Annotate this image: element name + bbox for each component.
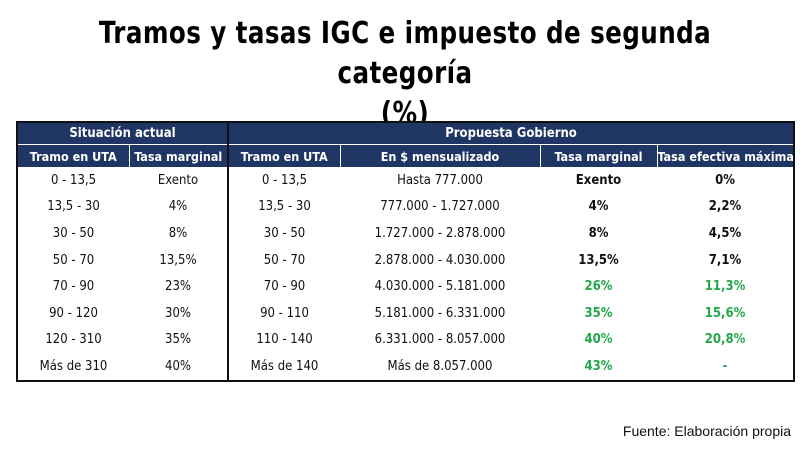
- table-row: Más de 310 40% Más de 140 Más de 8.057.000 4…: [17, 353, 794, 381]
- table-cell: 90 - 120: [49, 305, 98, 321]
- table-cell: 26%: [584, 279, 613, 295]
- table-cell: 2,2%: [708, 199, 742, 215]
- table-cell: Exento: [129, 167, 229, 194]
- table-cell: Exento: [575, 172, 622, 188]
- table-cell: 8%: [588, 225, 609, 241]
- table-cell: 90 - 110: [260, 305, 309, 321]
- table-cell: 13,5 - 30: [258, 199, 311, 215]
- table-row: 13,5 - 30 4% 13,5 - 30 777.000 - 1.727.000 4…: [17, 193, 794, 221]
- title-line-1: Tramos y tasas IGC e impuesto de segunda…: [98, 16, 712, 91]
- table-cell: 70 - 90: [263, 279, 306, 295]
- table-cell: Más de 310: [39, 358, 108, 374]
- group-header-current: Situación actual: [17, 122, 229, 145]
- column-header: Tasa marginal: [540, 144, 658, 167]
- group-header-proposal: Propuesta Gobierno: [228, 122, 795, 145]
- table-cell: 43%: [584, 358, 613, 374]
- table-cell: 4%: [129, 193, 229, 221]
- column-header-row: Tramo en UTA Tasa marginal Tramo en UTA …: [17, 144, 795, 167]
- table-cell: 23%: [129, 273, 229, 300]
- table-cell: 70 - 90: [52, 279, 95, 295]
- group-header-row: Situación actual Propuesta Gobierno: [17, 122, 795, 145]
- table-cell: 13,5%: [129, 246, 229, 274]
- column-header: En $ mensualizado: [340, 144, 541, 167]
- column-header: Tasa efectiva máxima: [657, 144, 795, 167]
- table-cell: 4.030.000 - 5.181.000: [374, 279, 506, 295]
- table-cell: 35%: [584, 305, 613, 321]
- table-cell: 50 - 70: [52, 252, 95, 268]
- table-cell: 4,5%: [708, 225, 742, 241]
- table-cell: 30 - 50: [263, 225, 306, 241]
- table-cell: 110 - 140: [256, 332, 313, 348]
- table-cell: 777.000 - 1.727.000: [380, 199, 500, 215]
- table-cell: 40%: [129, 353, 229, 381]
- table-cell: 5.181.000 - 6.331.000: [374, 305, 506, 321]
- table-cell: Hasta 777.000: [397, 172, 483, 188]
- column-header: Tramo en UTA: [17, 144, 130, 167]
- table-cell: 13,5 - 30: [47, 199, 100, 215]
- table-cell: 0%: [715, 172, 735, 188]
- table-cell: 35%: [129, 326, 229, 354]
- table-row: 50 - 70 13,5% 50 - 70 2.878.000 - 4.030.000…: [17, 246, 794, 274]
- table-cell: 50 - 70: [263, 252, 306, 268]
- table-row: 30 - 50 8% 30 - 50 1.727.000 - 2.878.000 8% 4…: [17, 220, 794, 247]
- table-cell: 30%: [129, 299, 229, 327]
- table-cell: 11,3%: [704, 279, 746, 295]
- table-cell: 6.331.000 - 8.057.000: [374, 332, 506, 348]
- table-row: 0 - 13,5 Exento 0 - 13,5 Hasta 777.000 Exent…: [17, 167, 794, 194]
- page-title: Tramos y tasas IGC e impuesto de segunda…: [73, 14, 737, 134]
- table-row: 90 - 120 30% 90 - 110 5.181.000 - 6.331.000…: [17, 299, 794, 327]
- table-cell: Más de 8.057.000: [387, 358, 493, 374]
- table-cell: 30 - 50: [52, 225, 95, 241]
- column-header: Tramo en UTA: [228, 144, 341, 167]
- table-cell: 7,1%: [708, 252, 742, 268]
- table-cell: 13,5%: [578, 252, 619, 268]
- table-cell: 40%: [584, 332, 613, 348]
- table-cell: 120 - 310: [45, 332, 102, 348]
- table-cell: 20,8%: [704, 332, 746, 348]
- table-cell: -: [722, 358, 728, 374]
- table-cell: Más de 140: [250, 358, 319, 374]
- table-cell: 4%: [588, 199, 609, 215]
- table-row: 120 - 310 35% 110 - 140 6.331.000 - 8.057.0…: [17, 326, 794, 354]
- tax-brackets-table: Situación actual Propuesta Gobierno Tram…: [16, 121, 796, 382]
- table-cell: 0 - 13,5: [50, 172, 97, 188]
- table-cell: 1.727.000 - 2.878.000: [374, 225, 506, 241]
- table-cell: 0 - 13,5: [261, 172, 308, 188]
- table-cell: 2.878.000 - 4.030.000: [374, 252, 506, 268]
- source-note: Fuente: Elaboración propia: [622, 423, 791, 439]
- table-cell: 15,6%: [704, 305, 746, 321]
- column-header: Tasa marginal: [129, 144, 229, 167]
- table-row: 70 - 90 23% 70 - 90 4.030.000 - 5.181.000 26…: [17, 273, 794, 300]
- table-cell: 8%: [129, 220, 229, 247]
